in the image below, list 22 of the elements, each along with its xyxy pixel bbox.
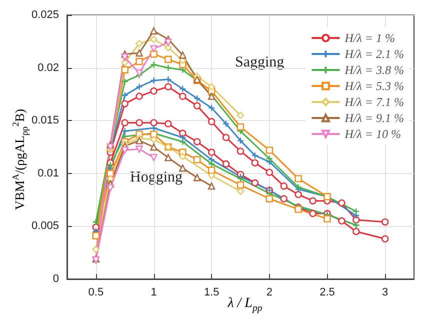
x-axis-title: λ / L$_{pp}$ bbox=[228, 296, 262, 314]
x-tick-label: 1 bbox=[150, 286, 157, 298]
y-tick-label: 0.005 bbox=[31, 220, 59, 232]
x-tick-label: 0.5 bbox=[88, 286, 104, 298]
y-tick-label: 0.02 bbox=[38, 62, 59, 74]
x-tick-label: 2.5 bbox=[320, 286, 335, 298]
annotation: Hogging bbox=[130, 170, 183, 186]
legend-label: H/λ = 2.1 % bbox=[344, 47, 404, 61]
legend-label: H/λ = 5.3 % bbox=[344, 79, 404, 93]
x-tick-label: 3 bbox=[382, 286, 388, 298]
x-tick-label: 2 bbox=[266, 286, 272, 298]
legend-label: H/λ = 7.1 % bbox=[344, 95, 404, 109]
annotation: Sagging bbox=[235, 54, 285, 70]
y-tick-label: 0.015 bbox=[31, 114, 59, 127]
y-tick-label: 0 bbox=[52, 273, 59, 285]
legend-label: H/λ = 9.1 % bbox=[344, 111, 404, 125]
legend-label: H/λ = 1 % bbox=[344, 31, 396, 45]
y-tick-label: 0.025 bbox=[31, 9, 59, 21]
y-tick-label: 0.01 bbox=[38, 167, 59, 180]
x-tick-label: 1.5 bbox=[204, 286, 220, 298]
legend-label: H/λ = 10 % bbox=[344, 127, 402, 141]
legend-label: H/λ = 3.8 % bbox=[344, 63, 404, 77]
